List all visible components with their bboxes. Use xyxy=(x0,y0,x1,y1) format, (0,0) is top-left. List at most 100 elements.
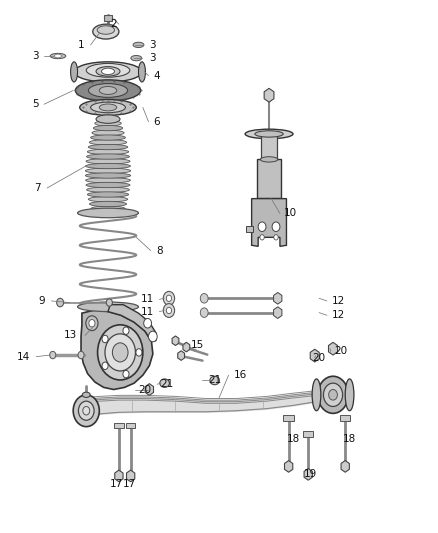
Text: 20: 20 xyxy=(138,384,152,394)
Circle shape xyxy=(102,335,108,343)
Circle shape xyxy=(123,327,129,334)
Text: 15: 15 xyxy=(191,340,204,350)
Circle shape xyxy=(272,222,280,231)
Ellipse shape xyxy=(86,63,130,77)
Text: 20: 20 xyxy=(334,346,347,357)
Bar xyxy=(283,415,294,421)
Circle shape xyxy=(123,370,129,378)
Text: 18: 18 xyxy=(286,434,300,444)
Circle shape xyxy=(136,349,142,356)
Polygon shape xyxy=(310,349,319,362)
Ellipse shape xyxy=(133,42,144,47)
Text: 17: 17 xyxy=(110,479,124,489)
Circle shape xyxy=(78,401,94,420)
Ellipse shape xyxy=(86,182,130,188)
Polygon shape xyxy=(108,305,156,341)
Text: 9: 9 xyxy=(38,296,45,306)
Circle shape xyxy=(86,316,98,330)
Ellipse shape xyxy=(96,67,120,76)
Polygon shape xyxy=(178,351,184,360)
Ellipse shape xyxy=(99,104,117,111)
Polygon shape xyxy=(328,342,338,355)
Ellipse shape xyxy=(89,140,127,145)
Ellipse shape xyxy=(78,302,138,312)
Circle shape xyxy=(260,235,264,240)
Text: 10: 10 xyxy=(284,208,297,219)
Bar xyxy=(247,225,253,232)
Polygon shape xyxy=(341,461,350,472)
Ellipse shape xyxy=(78,208,138,217)
Ellipse shape xyxy=(80,100,136,115)
Ellipse shape xyxy=(89,201,127,207)
Ellipse shape xyxy=(75,80,141,101)
Ellipse shape xyxy=(93,24,119,39)
Circle shape xyxy=(163,304,175,317)
Ellipse shape xyxy=(91,206,125,212)
Circle shape xyxy=(49,351,56,359)
Ellipse shape xyxy=(88,197,127,202)
Text: 16: 16 xyxy=(234,370,247,380)
Ellipse shape xyxy=(93,125,123,131)
Ellipse shape xyxy=(91,102,125,113)
Ellipse shape xyxy=(71,62,78,82)
Ellipse shape xyxy=(85,173,131,178)
Ellipse shape xyxy=(92,130,124,135)
Circle shape xyxy=(328,390,337,400)
Ellipse shape xyxy=(245,129,293,139)
Ellipse shape xyxy=(102,68,115,75)
Text: 12: 12 xyxy=(332,296,346,306)
Circle shape xyxy=(163,292,175,305)
Polygon shape xyxy=(304,469,312,480)
Ellipse shape xyxy=(210,376,219,385)
Circle shape xyxy=(200,294,208,303)
Ellipse shape xyxy=(88,84,127,98)
Circle shape xyxy=(57,298,64,307)
Ellipse shape xyxy=(138,62,145,82)
Text: 11: 11 xyxy=(141,294,154,304)
Circle shape xyxy=(78,351,84,359)
Polygon shape xyxy=(252,199,286,246)
Ellipse shape xyxy=(54,54,61,58)
Text: 5: 5 xyxy=(32,99,39,109)
Ellipse shape xyxy=(88,192,129,197)
Ellipse shape xyxy=(86,159,130,164)
Polygon shape xyxy=(264,88,274,102)
Text: 11: 11 xyxy=(141,306,154,317)
Circle shape xyxy=(258,222,266,231)
Polygon shape xyxy=(274,293,282,304)
Text: 3: 3 xyxy=(32,51,39,61)
Ellipse shape xyxy=(255,131,283,137)
Circle shape xyxy=(166,295,172,302)
Text: 13: 13 xyxy=(64,330,78,341)
Ellipse shape xyxy=(99,86,117,94)
Ellipse shape xyxy=(92,211,124,216)
Circle shape xyxy=(98,325,143,380)
Bar xyxy=(261,134,277,160)
Text: 20: 20 xyxy=(313,353,326,362)
Circle shape xyxy=(323,383,343,407)
Circle shape xyxy=(102,362,108,369)
Circle shape xyxy=(73,395,99,426)
Text: 18: 18 xyxy=(343,434,356,444)
Text: 1: 1 xyxy=(78,40,84,50)
Polygon shape xyxy=(127,470,135,482)
Ellipse shape xyxy=(97,26,115,34)
Polygon shape xyxy=(81,310,153,390)
Ellipse shape xyxy=(91,135,125,140)
Bar xyxy=(126,423,135,428)
Ellipse shape xyxy=(85,168,131,173)
Ellipse shape xyxy=(87,154,130,159)
Text: 19: 19 xyxy=(304,470,317,479)
Ellipse shape xyxy=(160,379,170,387)
Ellipse shape xyxy=(82,392,90,398)
Text: 21: 21 xyxy=(160,379,173,389)
Circle shape xyxy=(83,407,90,415)
Ellipse shape xyxy=(74,62,142,82)
Circle shape xyxy=(113,343,128,362)
Text: 14: 14 xyxy=(17,352,30,361)
Polygon shape xyxy=(145,384,153,395)
Circle shape xyxy=(274,235,278,240)
Ellipse shape xyxy=(260,157,278,162)
Text: 2: 2 xyxy=(110,19,117,29)
Text: 12: 12 xyxy=(332,310,346,320)
